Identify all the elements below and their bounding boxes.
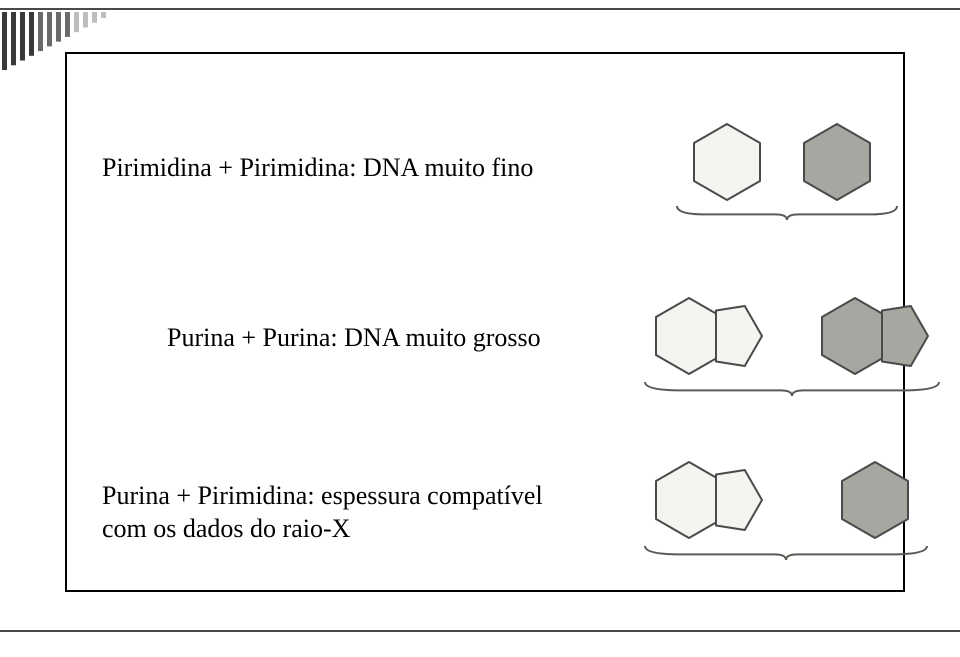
pentagon-icon	[716, 306, 762, 366]
content-frame: Pirimidina + Pirimidina: DNA muito fino …	[65, 52, 905, 592]
row1-svg	[657, 120, 937, 240]
brace-icon	[645, 546, 927, 560]
pentagon-icon	[716, 470, 762, 530]
bottom-rule	[0, 630, 960, 632]
top-rule	[0, 8, 960, 10]
pentagon-icon	[882, 306, 928, 366]
page: Pirimidina + Pirimidina: DNA muito fino …	[0, 0, 960, 657]
hexagon-icon	[656, 462, 722, 538]
hexagon-icon	[804, 124, 870, 200]
row2-shapes	[627, 290, 957, 420]
row3-svg	[627, 454, 957, 584]
row3-shapes	[627, 454, 957, 584]
hexagon-icon	[842, 462, 908, 538]
row2-text: Purina + Purina: DNA muito grosso	[167, 322, 541, 355]
row1-text: Pirimidina + Pirimidina: DNA muito fino	[102, 152, 533, 185]
brace-icon	[645, 382, 939, 396]
hexagon-icon	[656, 298, 722, 374]
brace-icon	[677, 206, 897, 220]
hexagon-icon	[694, 124, 760, 200]
hexagon-icon	[822, 298, 888, 374]
row3-text: Purina + Pirimidina: espessura compatíve…	[102, 480, 543, 545]
row2-svg	[627, 290, 957, 420]
row1-shapes	[657, 120, 937, 240]
